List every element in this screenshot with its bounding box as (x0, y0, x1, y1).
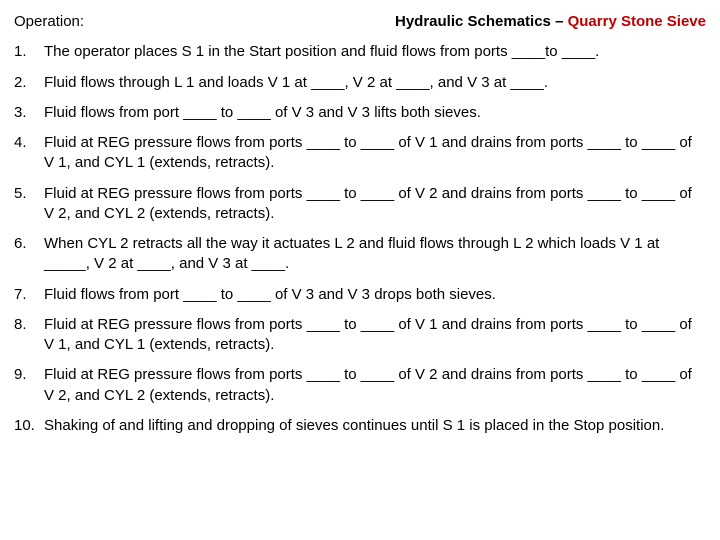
item-number: 9. (14, 365, 44, 406)
item-number: 3. (14, 103, 44, 123)
list-item: 3. Fluid flows from port ____ to ____ of… (14, 103, 706, 123)
item-number: 10. (14, 416, 44, 436)
list-item: 10. Shaking of and lifting and dropping … (14, 416, 706, 436)
list-item: 8. Fluid at REG pressure flows from port… (14, 315, 706, 356)
item-number: 2. (14, 73, 44, 93)
header-row: Operation: Hydraulic Schematics – Quarry… (14, 12, 706, 32)
item-text: Fluid at REG pressure flows from ports _… (44, 365, 706, 406)
list-item: 9. Fluid at REG pressure flows from port… (14, 365, 706, 406)
item-text: Fluid flows through L 1 and loads V 1 at… (44, 73, 706, 93)
operation-label: Operation: (14, 12, 84, 32)
item-number: 1. (14, 42, 44, 62)
item-text: Fluid at REG pressure flows from ports _… (44, 184, 706, 225)
list-item: 1. The operator places S 1 in the Start … (14, 42, 706, 62)
item-text: When CYL 2 retracts all the way it actua… (44, 234, 706, 275)
item-text: Fluid at REG pressure flows from ports _… (44, 133, 706, 174)
list-item: 6. When CYL 2 retracts all the way it ac… (14, 234, 706, 275)
item-number: 5. (14, 184, 44, 225)
list-item: 7. Fluid flows from port ____ to ____ of… (14, 285, 706, 305)
page-title: Hydraulic Schematics – Quarry Stone Siev… (395, 12, 706, 32)
operation-list: 1. The operator places S 1 in the Start … (14, 42, 706, 436)
list-item: 2. Fluid flows through L 1 and loads V 1… (14, 73, 706, 93)
item-number: 4. (14, 133, 44, 174)
list-item: 4. Fluid at REG pressure flows from port… (14, 133, 706, 174)
item-text: Shaking of and lifting and dropping of s… (44, 416, 706, 436)
item-text: Fluid flows from port ____ to ____ of V … (44, 285, 706, 305)
title-sub: Quarry Stone Sieve (568, 13, 706, 30)
item-number: 6. (14, 234, 44, 275)
title-main: Hydraulic Schematics – (395, 13, 568, 30)
item-text: The operator places S 1 in the Start pos… (44, 42, 706, 62)
list-item: 5. Fluid at REG pressure flows from port… (14, 184, 706, 225)
item-text: Fluid flows from port ____ to ____ of V … (44, 103, 706, 123)
item-number: 7. (14, 285, 44, 305)
item-text: Fluid at REG pressure flows from ports _… (44, 315, 706, 356)
item-number: 8. (14, 315, 44, 356)
